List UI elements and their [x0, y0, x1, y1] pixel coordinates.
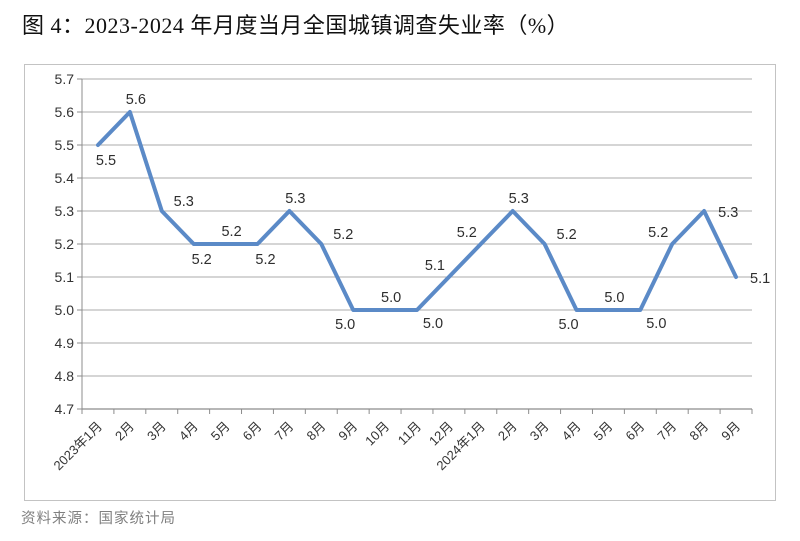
y-tick-label: 5.5 [55, 137, 75, 153]
x-tick-label: 7月 [654, 419, 679, 444]
point-label: 5.2 [221, 224, 241, 240]
point-label: 5.2 [457, 225, 477, 241]
point-label: 5.2 [648, 225, 668, 241]
y-tick-label: 5.2 [55, 236, 75, 252]
point-label: 5.0 [381, 290, 401, 306]
source-note: 资料来源：国家统计局 [21, 511, 176, 527]
point-label: 5.3 [285, 191, 305, 207]
series-line [96, 110, 738, 312]
y-tick-label: 5.6 [55, 104, 75, 120]
y-tick-label: 5.3 [55, 203, 75, 219]
x-tick-label: 8月 [303, 419, 328, 444]
point-label: 5.3 [718, 205, 738, 221]
unemployment-line-chart: 5.7 5.6 5.5 5.4 5.3 5.2 5.1 5.0 4.9 4.8 4.7 2023年1月… [51, 71, 771, 474]
y-tick-label: 4.7 [55, 401, 75, 417]
x-tick-label: 4月 [176, 419, 201, 444]
point-label: 5.0 [335, 317, 355, 333]
x-tick-label: 3月 [144, 419, 169, 444]
y-tick-label: 5.1 [55, 269, 75, 285]
point-label: 5.5 [96, 153, 116, 169]
point-label: 5.1 [425, 258, 445, 274]
x-tick-label: 2月 [112, 419, 137, 444]
x-tick-label: 9月 [335, 419, 360, 444]
x-tick-label: 4月 [559, 419, 584, 444]
chart-area: 5.7 5.6 5.5 5.4 5.3 5.2 5.1 5.0 4.9 4.8 4.7 2023年1月… [24, 64, 776, 501]
x-tick-label: 11月 [395, 419, 424, 448]
x-tick-label: 10月 [362, 419, 392, 449]
x-tick-label: 5月 [591, 419, 616, 444]
x-tick-label: 2月 [495, 419, 520, 444]
y-tick-label: 5.4 [55, 170, 75, 186]
x-tick-label: 8月 [686, 419, 711, 444]
point-label: 5.2 [192, 252, 212, 268]
y-tick-label: 4.9 [55, 335, 75, 351]
x-tick-label: 5月 [208, 419, 233, 444]
x-tick-label: 3月 [527, 419, 552, 444]
figure-title: 图 4：2023-2024 年月度当月全国城镇调查失业率（%） [22, 13, 570, 38]
point-label: 5.3 [509, 191, 529, 207]
x-tick-label: 7月 [272, 419, 297, 444]
point-label: 5.6 [126, 92, 146, 108]
point-label: 5.1 [750, 271, 770, 287]
x-tick-label: 6月 [240, 419, 265, 444]
y-tick-label: 5.0 [55, 302, 75, 318]
point-label: 5.0 [423, 316, 443, 332]
point-label: 5.2 [557, 227, 577, 243]
x-tick-label: 6月 [623, 419, 648, 444]
point-label: 5.2 [255, 252, 275, 268]
point-label: 5.3 [174, 194, 194, 210]
x-tick-label: 9月 [718, 419, 743, 444]
point-label: 5.0 [646, 316, 666, 332]
y-tick-label: 5.7 [55, 71, 75, 87]
x-tick-label: 2023年1月 [51, 419, 106, 474]
point-label: 5.0 [604, 290, 624, 306]
y-tick-label: 4.8 [55, 368, 75, 384]
point-label: 5.0 [558, 317, 578, 333]
point-label: 5.2 [333, 227, 353, 243]
